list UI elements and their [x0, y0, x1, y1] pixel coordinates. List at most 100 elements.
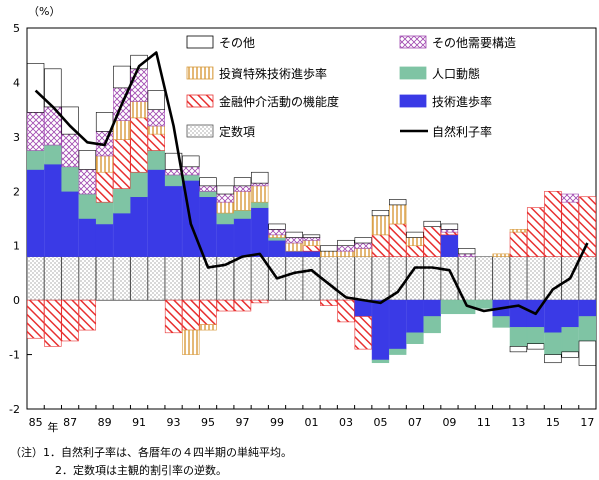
bar-investment — [268, 234, 286, 238]
legend-swatch-population — [399, 66, 427, 80]
bar-constant — [182, 256, 200, 301]
legend-swatch-technology — [399, 94, 427, 108]
natural-rate-line — [34, 51, 589, 316]
bar-population — [95, 201, 114, 225]
bar-population — [406, 332, 424, 344]
x-tick-label: 97 — [236, 416, 250, 429]
bar-other — [440, 223, 459, 230]
bar-finance — [440, 231, 459, 236]
bar-finance — [302, 245, 321, 252]
bar-finance — [251, 299, 269, 304]
bar-other — [233, 177, 252, 187]
bar-population — [182, 174, 200, 181]
bar-population — [251, 201, 269, 208]
bar-technology — [371, 299, 390, 361]
bar-technology — [251, 207, 269, 257]
bar-technology — [268, 239, 286, 257]
bar-technology — [509, 299, 528, 328]
legend-label: その他 — [219, 36, 255, 50]
y-tick-label: 3 — [13, 131, 20, 144]
bar-constant — [544, 256, 562, 301]
bar-other-demand — [182, 166, 200, 176]
bar-other — [458, 248, 476, 255]
bar-constant — [475, 256, 493, 301]
bar-other-demand — [216, 193, 234, 203]
y-tick-label: 1 — [13, 240, 20, 253]
bar-other-demand — [130, 68, 148, 102]
legend-label: 金融仲介活動の機能度 — [219, 94, 339, 109]
bar-finance — [113, 139, 131, 189]
bar-other-demand — [251, 182, 269, 187]
bar-technology — [216, 223, 234, 257]
bar-investment — [406, 237, 424, 247]
bar-other-demand — [337, 245, 355, 252]
bar-constant — [44, 256, 62, 301]
bar-constant — [354, 256, 372, 301]
bar-technology — [44, 163, 62, 257]
bar-other — [578, 340, 597, 366]
x-tick-label: 15 — [546, 416, 560, 429]
bar-population — [130, 171, 148, 198]
bar-other-demand — [199, 185, 217, 192]
bar-technology — [389, 299, 407, 350]
bar-technology — [95, 223, 114, 257]
bar-other — [268, 223, 286, 230]
bar-technology — [78, 218, 97, 257]
bar-technology — [26, 169, 45, 257]
bar-finance — [164, 299, 183, 334]
bar-other — [182, 155, 200, 168]
bar-other — [561, 351, 579, 358]
bar-investment — [216, 201, 234, 214]
bar-constant — [285, 256, 303, 301]
bar-investment — [354, 248, 372, 257]
bar-population — [113, 188, 131, 214]
bar-population — [268, 237, 286, 241]
y-tick-label: 5 — [13, 22, 20, 35]
bar-technology — [423, 299, 441, 317]
bar-population — [371, 359, 390, 364]
bar-population — [216, 212, 234, 225]
y-tick-label: -2 — [9, 403, 20, 416]
bar-investment — [371, 215, 390, 236]
bar-constant — [578, 256, 597, 301]
x-tick-label: 05 — [373, 416, 387, 429]
y-tick-label: 0 — [13, 294, 20, 307]
x-axis-label: 年 — [47, 420, 58, 434]
bar-finance — [199, 299, 217, 325]
legend-swatch-other-demand — [399, 35, 427, 49]
bar-investment — [302, 239, 321, 247]
legend-label: 定数項 — [219, 124, 255, 139]
bar-finance — [578, 196, 597, 257]
x-tick-label: 87 — [63, 416, 77, 429]
bar-other — [371, 210, 390, 217]
bar-technology — [302, 250, 321, 257]
bar-population — [423, 316, 441, 334]
bar-other — [320, 245, 338, 252]
bar-constant — [147, 256, 165, 301]
bar-other-demand — [561, 193, 579, 203]
bar-other-demand — [354, 242, 372, 249]
bar-population — [61, 166, 79, 192]
x-tick-label: 93 — [167, 416, 181, 429]
bar-investment — [251, 185, 269, 203]
bar-technology — [164, 185, 183, 257]
bar-finance — [147, 133, 165, 151]
bar-other — [285, 231, 303, 238]
bar-constant — [509, 256, 528, 301]
bar-investment — [95, 155, 114, 173]
bar-population — [492, 316, 510, 328]
bar-investment — [320, 250, 338, 257]
bar-population — [147, 150, 165, 170]
bar-other-demand — [302, 237, 321, 241]
legend-label: 投資特殊技術進歩率 — [219, 66, 327, 81]
bar-technology — [147, 169, 165, 257]
bar-population — [78, 193, 97, 219]
bar-finance — [44, 299, 62, 347]
bar-other — [147, 90, 165, 110]
legend-label: 自然利子率 — [432, 124, 492, 139]
bar-other-demand — [164, 169, 183, 176]
bar-investment — [113, 120, 131, 140]
bar-population — [440, 299, 459, 315]
bar-other — [164, 152, 183, 170]
bar-constant — [78, 256, 97, 301]
